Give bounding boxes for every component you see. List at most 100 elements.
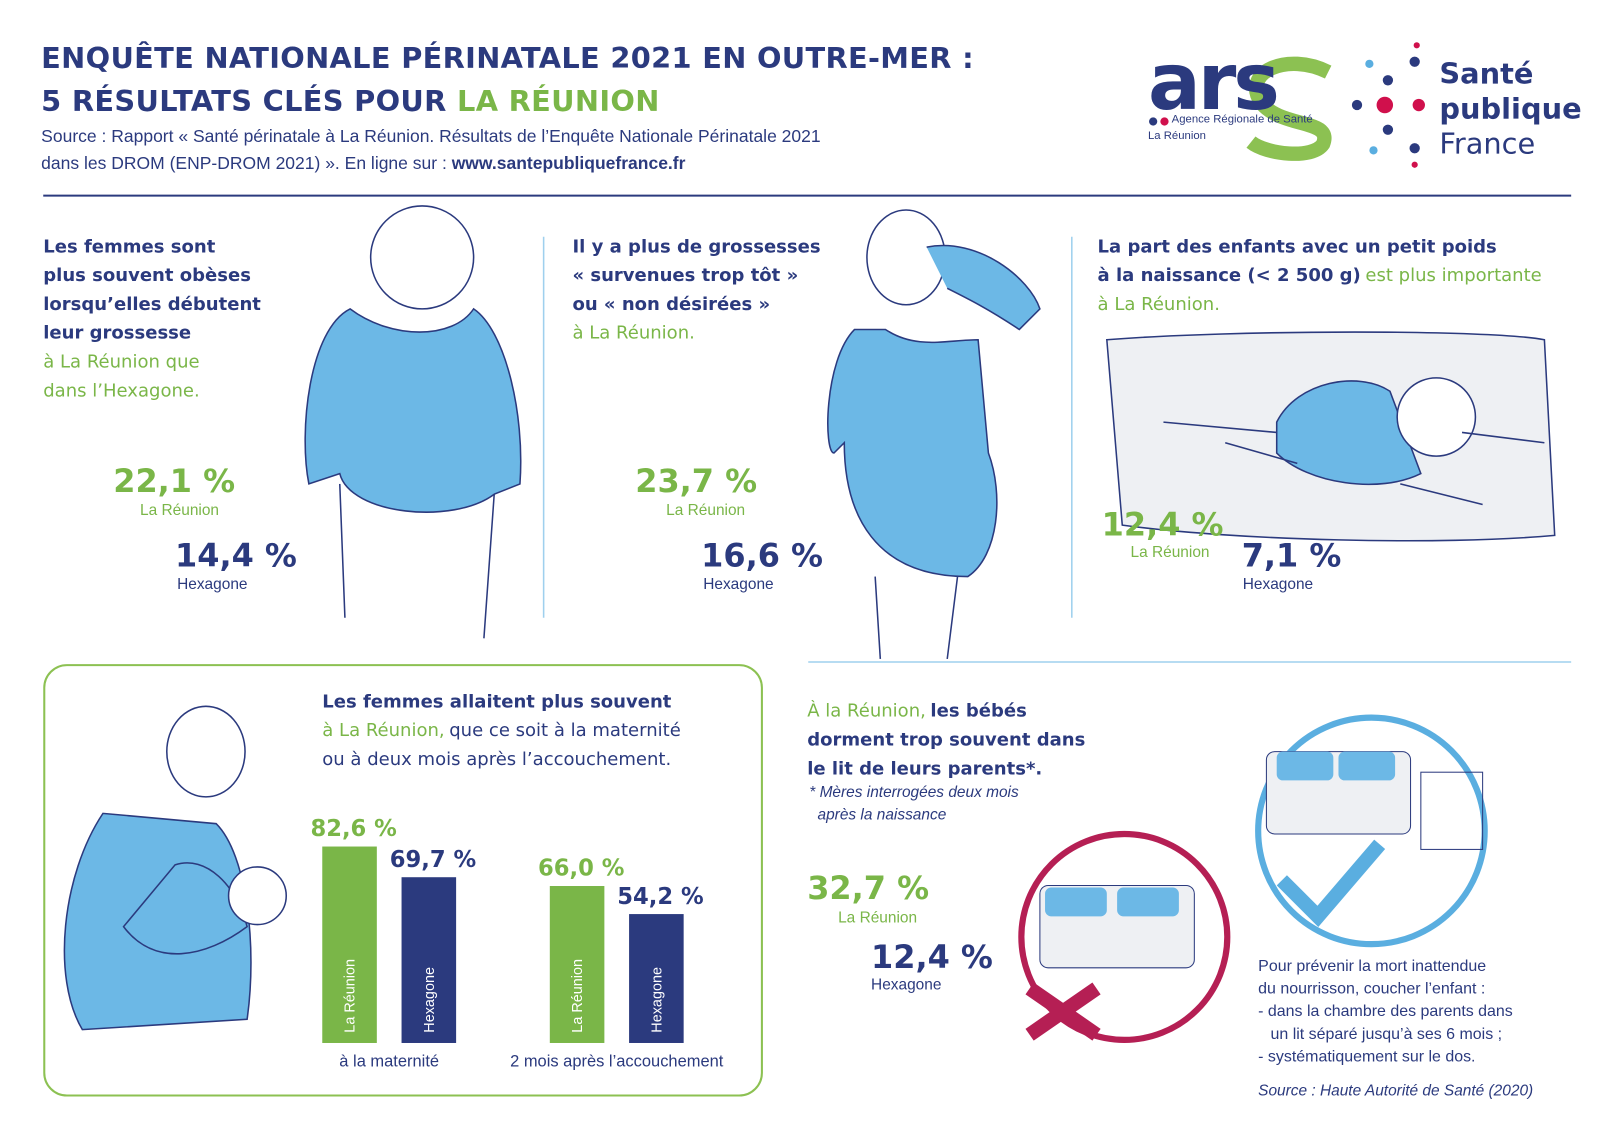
stat-reunion: 23,7 % — [635, 463, 758, 501]
stat-label: Hexagone — [703, 575, 774, 594]
value-label: 66,0 % — [538, 856, 624, 882]
illustration-separate-crib — [1255, 714, 1488, 948]
green-part: À la Réunion, — [807, 701, 926, 722]
series-label: Hexagone — [422, 967, 438, 1033]
illustration-cosleeping — [1018, 830, 1231, 1043]
ars-subtitle: Agence Régionale de Santé — [1171, 113, 1313, 126]
source-link: www.santepubliquefrance.fr — [451, 153, 686, 173]
bar — [549, 886, 605, 1043]
title: ENQUÊTE NATIONALE PÉRINATALE 2021 EN OUT… — [41, 41, 974, 76]
bold-line: dorment trop souvent dans — [807, 729, 1086, 751]
value-label: 54,2 % — [617, 884, 703, 910]
mixed-line: à la naissance (< 2 500 g) est plus impo… — [1098, 262, 1542, 291]
stat-label: Hexagone — [177, 575, 248, 594]
bar — [629, 914, 684, 1043]
source: dans les DROM (ENP-DROM 2021) ». En lign… — [41, 153, 685, 174]
green-line: dans l’Hexagone. — [43, 380, 200, 402]
advice-line: du nourrisson, coucher l’enfant : — [1258, 980, 1486, 998]
category-label: 2 mois après l’accouchement — [510, 1053, 724, 1071]
advice-source: Source : Haute Autorité de Santé (2020) — [1258, 1082, 1534, 1100]
dot — [1149, 117, 1158, 126]
stat-hexagone: 7,1 % — [1241, 537, 1342, 575]
dot — [1160, 117, 1169, 126]
bold-line: Les femmes allaitent plus souvent — [322, 691, 672, 713]
green-line: à La Réunion que — [43, 352, 200, 373]
stat-reunion: 32,7 % — [807, 870, 930, 908]
stat-reunion: 12,4 % — [1101, 506, 1224, 544]
title-part: 5 RÉSULTATS CLÉS POUR — [41, 84, 447, 119]
source: Source : Rapport « Santé périnatale à La… — [41, 126, 821, 147]
advice-line: Pour prévenir la mort inattendue — [1258, 957, 1487, 976]
result-text: Les femmes allaitent plus souvent à La R… — [322, 688, 681, 774]
source-part: dans les DROM (ENP-DROM 2021) ». En lign… — [41, 153, 447, 173]
spf-word: publique — [1439, 91, 1582, 126]
bold-line: ou « non désirées » — [572, 294, 771, 316]
stat-label: La Réunion — [1130, 543, 1210, 562]
title-highlight: LA RÉUNION — [457, 84, 660, 119]
box — [43, 664, 763, 1097]
value-label: 69,7 % — [390, 847, 476, 873]
bold-line: « survenues trop tôt » — [572, 265, 799, 287]
result-text: Les femmes sont plus souvent obèses lors… — [43, 233, 261, 406]
note-line: * Mères interrogées deux mois — [809, 783, 1019, 802]
green-part: à La Réunion, — [322, 720, 445, 742]
bold-part: à la naissance (< 2 500 g) — [1097, 265, 1361, 287]
illustration-baby — [1105, 331, 1556, 542]
mixed-line: à La Réunion, que ce soit à la maternité — [322, 717, 681, 746]
illustration-pregnant-woman — [827, 209, 1041, 660]
bar-chart: 82,6 % La Réunion 69,7 % Hexagone à la mater… — [310, 816, 723, 1070]
stat-label: La Réunion — [838, 909, 918, 927]
ars-logo: ars — [1148, 36, 1280, 128]
bold-line: Il y a plus de grossesses — [572, 236, 821, 258]
result-text: À la Réunion, les bébés dorment trop sou… — [807, 697, 1085, 783]
stat-label: La Réunion — [140, 501, 220, 519]
advice: Pour prévenir la mort inattendue du nour… — [1258, 955, 1513, 1068]
stat-reunion: 22,1 % — [113, 463, 236, 501]
illustration-woman — [304, 205, 522, 639]
series-label: Hexagone — [650, 967, 666, 1033]
bold-line: La part des enfants avec un petit poids — [1097, 236, 1497, 258]
bar — [401, 877, 457, 1043]
ars-region: La Réunion — [1148, 129, 1206, 143]
advice-line: - dans la chambre des parents dans — [1258, 1002, 1513, 1021]
plain-part: que ce soit à la maternité — [449, 720, 681, 742]
green-part: est plus importante — [1365, 265, 1542, 287]
bold-part: les bébés — [930, 701, 1027, 722]
green-line: à La Réunion. — [572, 323, 695, 344]
spf-logo-text: Santé publique France — [1439, 57, 1581, 162]
note: * Mères interrogées deux mois après la na… — [809, 781, 1018, 826]
advice-line: un lit séparé jusqu’à ses 6 mois ; — [1270, 1025, 1503, 1043]
spf-word: Santé — [1439, 56, 1534, 91]
bold-line: lorsqu’elles débutent — [43, 294, 261, 316]
bold-line: le lit de leurs parents*. — [807, 758, 1043, 780]
result-text: Il y a plus de grossesses « survenues tr… — [572, 233, 820, 348]
illustration-breastfeeding — [63, 705, 288, 1031]
green-line: à La Réunion. — [1097, 294, 1220, 316]
bold-line: plus souvent obèses — [43, 265, 251, 287]
bar — [322, 846, 377, 1043]
plain-line: ou à deux mois après l’accouchement. — [322, 749, 672, 771]
stat-hexagone: 12,4 % — [871, 938, 993, 977]
category-label: à la maternité — [339, 1053, 439, 1071]
bold-line: leur grossesse — [43, 323, 192, 344]
stat-hexagone: 14,4 % — [175, 537, 297, 575]
bold-line: Les femmes sont — [43, 236, 216, 258]
spf-logo — [1351, 42, 1425, 168]
stat-label: Hexagone — [1242, 575, 1314, 594]
title: 5 RÉSULTATS CLÉS POUR LA RÉUNION — [41, 84, 659, 118]
stat-label: Hexagone — [871, 976, 942, 994]
note-line: après la naissance — [817, 806, 947, 824]
result-text: La part des enfants avec un petit poids … — [1098, 233, 1542, 319]
ars-s — [1246, 56, 1332, 161]
spf-word: France — [1439, 126, 1536, 161]
stat-label: La Réunion — [666, 501, 746, 519]
series-label: La Réunion — [570, 959, 586, 1033]
value-label: 82,6 % — [310, 816, 396, 842]
mixed-line: À la Réunion, les bébés — [807, 697, 1085, 726]
advice-line: - systématiquement sur le dos. — [1258, 1048, 1476, 1066]
series-label: La Réunion — [343, 959, 359, 1033]
stat-hexagone: 16,6 % — [701, 537, 824, 575]
